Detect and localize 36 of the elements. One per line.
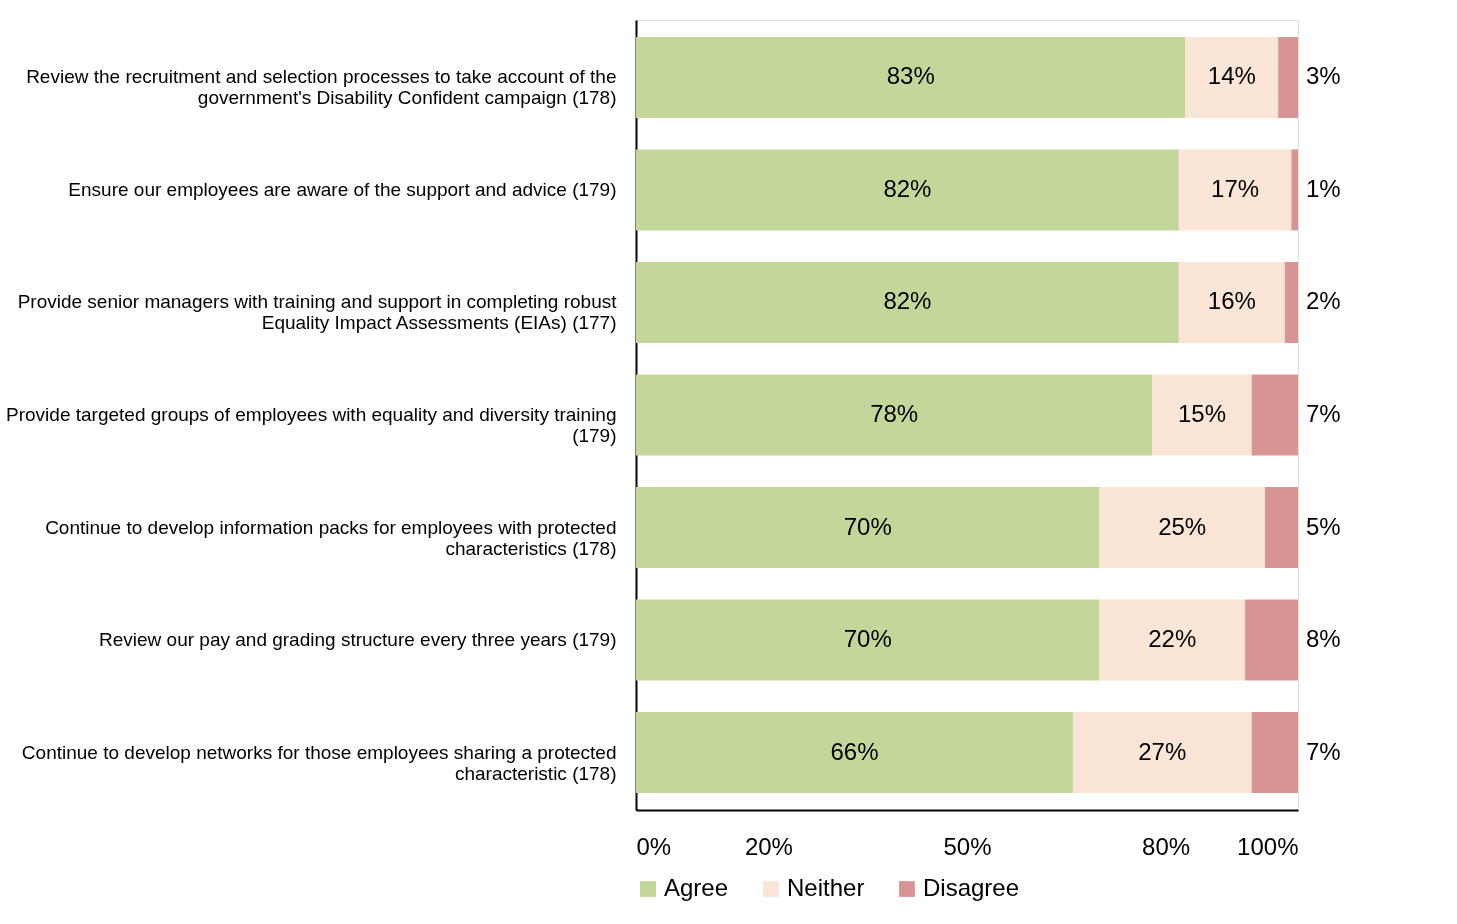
data-label: 83%: [886, 62, 935, 90]
data-label: 3%: [1306, 62, 1341, 90]
data-label: 82%: [883, 174, 932, 202]
y-tick-label: Provide senior managers with training and support in completing robust Equality Impact Assessments (EIAs) (177): [17, 291, 618, 334]
data-label: 17%: [1211, 174, 1260, 202]
data-label: 78%: [870, 400, 919, 427]
data-label: 5%: [1306, 512, 1341, 540]
y-tick-label: Review the recruitment and selection processes to take account of the government's Disability Confident campaign (178): [26, 66, 617, 109]
x-tick-label: 20%: [744, 832, 793, 860]
data-label: 70%: [843, 512, 892, 540]
legend-label: Agree: [664, 874, 729, 901]
data-label: 16%: [1207, 287, 1256, 315]
data-label: 15%: [1177, 400, 1227, 427]
data-label: 2%: [1306, 287, 1341, 315]
data-label: 14%: [1207, 62, 1256, 90]
x-tick-label: 0%: [636, 832, 672, 860]
x-tick-label: 50%: [943, 832, 992, 860]
data-label: 66%: [830, 737, 879, 765]
data-label: 82%: [883, 287, 932, 315]
y-tick-label: Provide targeted groups of employees with equality and diversity training (179): [6, 404, 617, 446]
x-tick-label: 100%: [1237, 832, 1299, 860]
y-tick-label: Review our pay and grading structure every three years (179): [99, 629, 617, 651]
data-label: 70%: [843, 625, 892, 653]
data-label: 7%: [1306, 737, 1341, 765]
data-label: 25%: [1158, 512, 1207, 540]
data-label: 1%: [1306, 174, 1341, 202]
legend-label: Disagree: [923, 874, 1020, 901]
data-label: 7%: [1306, 400, 1341, 427]
y-tick-label: Continue to develop networks for those employees sharing a protected characteristic (178): [21, 741, 617, 784]
x-tick-label: 80%: [1142, 832, 1191, 860]
data-label: 27%: [1138, 737, 1187, 765]
y-tick-label: Ensure our employees are aware of the support and advice (179): [68, 178, 617, 200]
y-tick-label: Continue to develop information packs for employees with protected characteristics (178): [45, 516, 617, 559]
data-label: 22%: [1148, 625, 1197, 653]
data-label: 8%: [1306, 625, 1341, 653]
legend-label: Neither: [787, 874, 865, 901]
